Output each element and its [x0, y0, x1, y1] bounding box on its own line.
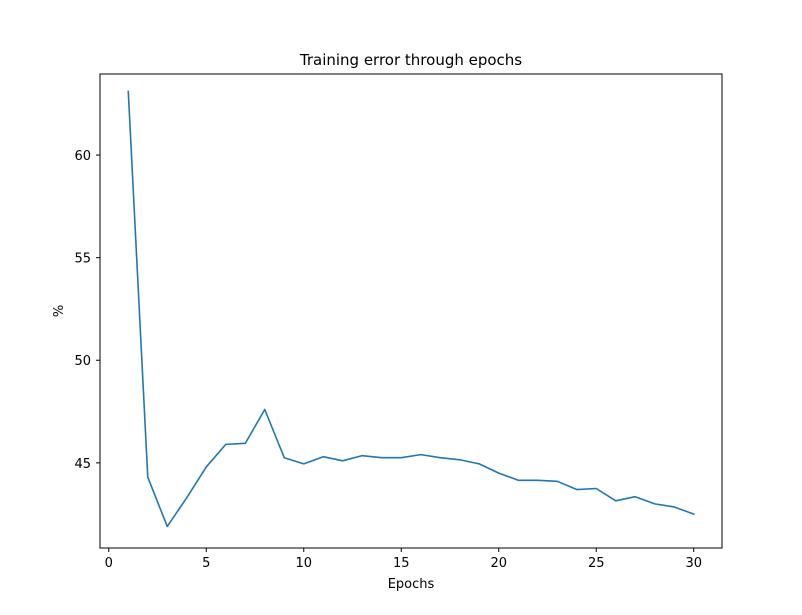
x-tick-label: 0 [105, 556, 113, 571]
y-tick-label: 45 [74, 457, 91, 472]
series-line-1 [127, 90, 695, 528]
y-axis-label: % [52, 305, 67, 317]
plot-area: 0 5 10 15 20 25 30 45 50 55 60 [74, 73, 723, 571]
y-tick-label: 55 [74, 252, 91, 267]
x-tick-label: 15 [393, 556, 410, 571]
axes-frame [99, 73, 723, 549]
x-axis-label: Epochs [388, 577, 435, 592]
x-tick-label: 5 [202, 556, 210, 571]
x-tick-label: 25 [588, 556, 605, 571]
x-tick-label: 20 [490, 556, 507, 571]
x-tick-label: 10 [295, 556, 312, 571]
x-tick-label: 30 [685, 556, 702, 571]
y-tick-label: 60 [74, 149, 91, 164]
chart-title: Training error through epochs [299, 51, 522, 69]
y-tick-label: 50 [74, 354, 91, 369]
